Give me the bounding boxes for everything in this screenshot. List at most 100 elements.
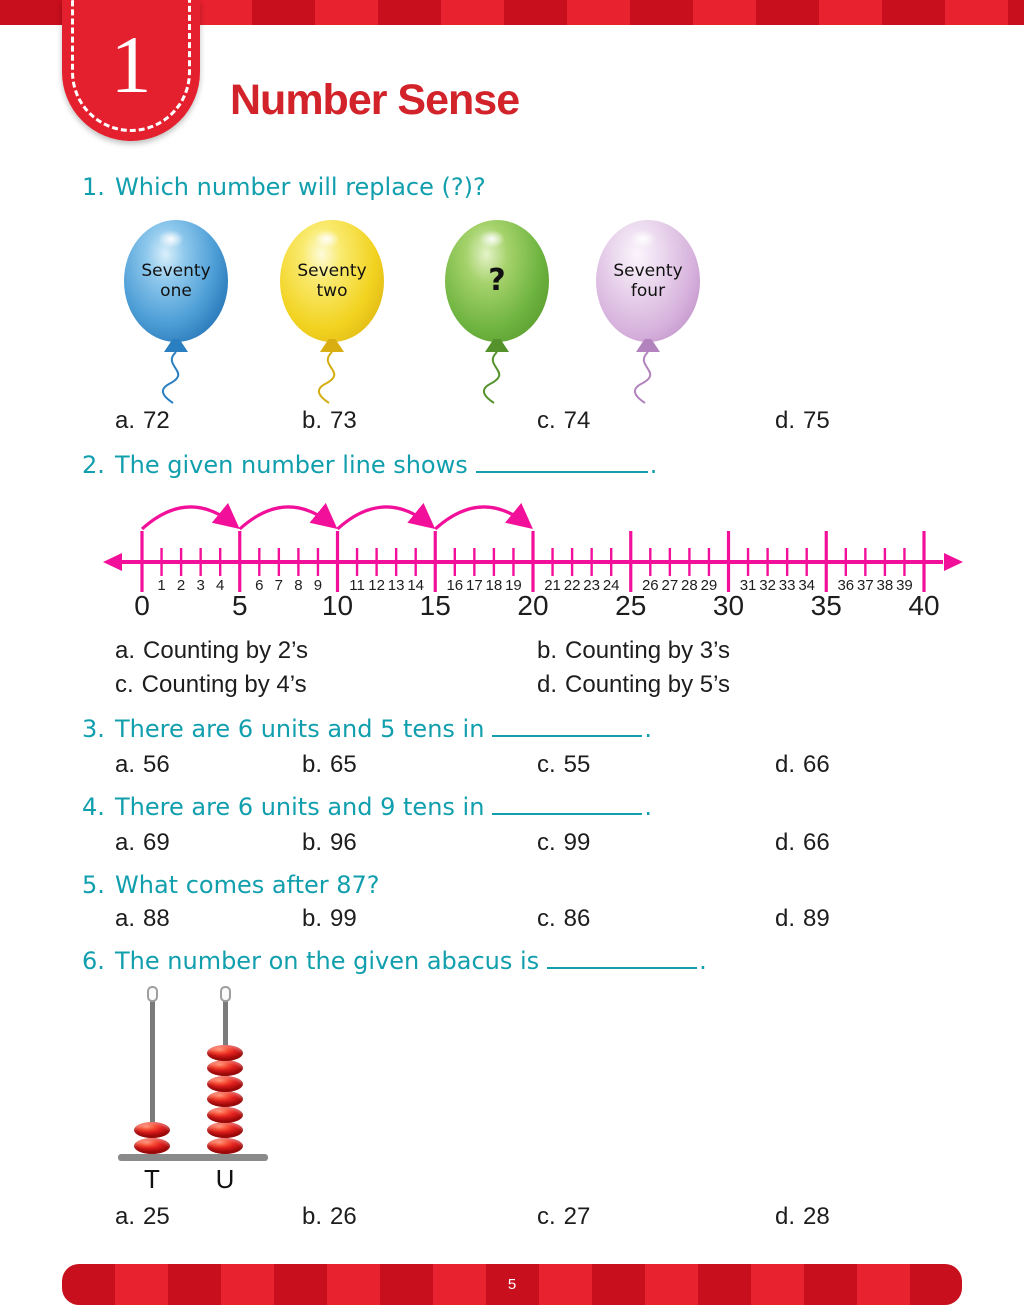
balloons-figure: Seventy one Seventy two? Seventy four <box>0 220 1024 405</box>
svg-text:26: 26 <box>642 577 659 594</box>
abacus-bead <box>207 1044 243 1061</box>
abacus-rod-tip <box>146 986 158 1002</box>
option-letter: b. <box>302 905 323 932</box>
option-value: 69 <box>143 829 170 856</box>
svg-text:31: 31 <box>740 577 757 594</box>
balloon-label: Seventy one <box>141 260 211 301</box>
svg-text:23: 23 <box>583 577 600 594</box>
option-value: 25 <box>143 1203 170 1230</box>
balloon-string <box>482 352 501 404</box>
svg-text:4: 4 <box>216 577 224 594</box>
balloon-string <box>161 352 180 404</box>
svg-text:38: 38 <box>877 577 894 594</box>
option-value: 89 <box>803 905 830 932</box>
option-d: d. 89 <box>775 905 830 933</box>
option-b: b. Counting by 3’s <box>537 637 730 665</box>
option-value: 99 <box>330 905 357 932</box>
svg-text:2: 2 <box>177 577 185 594</box>
bottom-border-stripe: 5 <box>62 1264 962 1305</box>
option-a: a. 72 <box>115 407 170 435</box>
number-line-figure: 0 1 2 3 4 5 6 7 8 9 10 11 12 13 14 15 16 17 18 19 20 21 22 23 24… <box>95 502 975 623</box>
question-text: The number on the given abacus is <box>115 947 540 975</box>
balloon-label: ? <box>488 263 506 298</box>
abacus-rod <box>149 995 155 1154</box>
svg-text:3: 3 <box>196 577 204 594</box>
option-c: c. 74 <box>537 407 590 435</box>
option-letter: d. <box>537 671 558 698</box>
option-c: c. Counting by 4’s <box>115 671 307 699</box>
option-value: Counting by 2’s <box>143 637 309 664</box>
option-letter: d. <box>775 751 796 778</box>
svg-text:33: 33 <box>779 577 796 594</box>
answer-blank <box>475 466 648 473</box>
svg-text:37: 37 <box>857 577 874 594</box>
abacus-column-label: U <box>215 1164 235 1194</box>
question-2: 2. The given number line shows. <box>82 451 982 479</box>
option-value: 66 <box>803 829 830 856</box>
svg-text:32: 32 <box>759 577 776 594</box>
svg-text:39: 39 <box>896 577 913 594</box>
option-c: c. 27 <box>537 1203 590 1231</box>
question-number: 5. <box>82 871 105 899</box>
abacus-rod-tip <box>219 986 231 1002</box>
option-value: 56 <box>143 751 170 778</box>
svg-text:1: 1 <box>157 577 165 594</box>
svg-text:12: 12 <box>368 577 385 594</box>
chapter-title: Number Sense <box>230 76 520 124</box>
option-letter: a. <box>115 751 136 778</box>
svg-text:14: 14 <box>407 577 424 594</box>
option-b: b. 73 <box>302 407 357 435</box>
balloon-label: Seventy two <box>297 260 367 301</box>
option-value: 72 <box>143 407 170 434</box>
svg-text:34: 34 <box>798 577 815 594</box>
option-letter: a. <box>115 407 136 434</box>
svg-text:6: 6 <box>255 577 263 594</box>
svg-text:30: 30 <box>713 590 744 621</box>
question-2-options: a. Counting by 2’s b. Counting by 3’s c. Coun… <box>0 637 1024 707</box>
svg-text:9: 9 <box>314 577 322 594</box>
option-value: 74 <box>563 407 591 434</box>
option-value: 66 <box>803 751 830 778</box>
balloon-purple: Seventy four <box>596 220 700 404</box>
answer-blank <box>547 962 698 969</box>
svg-text:35: 35 <box>811 590 842 621</box>
page-number: 5 <box>507 1276 517 1293</box>
option-value: 75 <box>803 407 830 434</box>
chapter-number: 1 <box>110 19 152 110</box>
svg-text:40: 40 <box>908 590 939 621</box>
option-d: d. 66 <box>775 829 830 857</box>
svg-text:22: 22 <box>564 577 581 594</box>
abacus-bead <box>134 1122 170 1138</box>
option-letter: c. <box>537 905 556 932</box>
balloon-string <box>633 352 652 404</box>
question-4: 4. There are 6 units and 9 tens in. <box>82 793 982 821</box>
balloon-green: ? <box>445 220 549 404</box>
option-value: 28 <box>803 1203 830 1230</box>
question-text: What comes after 87? <box>115 871 380 899</box>
option-letter: c. <box>537 1203 556 1230</box>
balloon-body: Seventy one <box>124 220 228 342</box>
svg-text:10: 10 <box>322 590 353 621</box>
question-1-options: a. 72 b. 73 c. 74 d. 75 <box>0 407 1024 477</box>
option-value: 26 <box>330 1203 357 1230</box>
option-d: d. Counting by 5’s <box>537 671 730 699</box>
svg-text:0: 0 <box>134 590 150 621</box>
option-letter: b. <box>302 407 323 434</box>
question-5-options: a. 88 b. 99 c. 86 d. 89 <box>0 905 1024 975</box>
question-text: The given number line shows <box>115 451 468 479</box>
svg-text:20: 20 <box>517 590 548 621</box>
answer-blank <box>492 730 643 737</box>
option-value: 73 <box>330 407 357 434</box>
svg-text:19: 19 <box>505 577 522 594</box>
svg-text:16: 16 <box>446 577 463 594</box>
option-letter: a. <box>115 637 136 664</box>
balloon-body: ? <box>445 220 549 342</box>
option-b: b. 26 <box>302 1203 357 1231</box>
question-number: 2. <box>82 451 105 479</box>
svg-text:36: 36 <box>837 577 854 594</box>
svg-text:21: 21 <box>544 577 561 594</box>
abacus-bead <box>207 1075 243 1092</box>
option-c: c. 86 <box>537 905 590 933</box>
